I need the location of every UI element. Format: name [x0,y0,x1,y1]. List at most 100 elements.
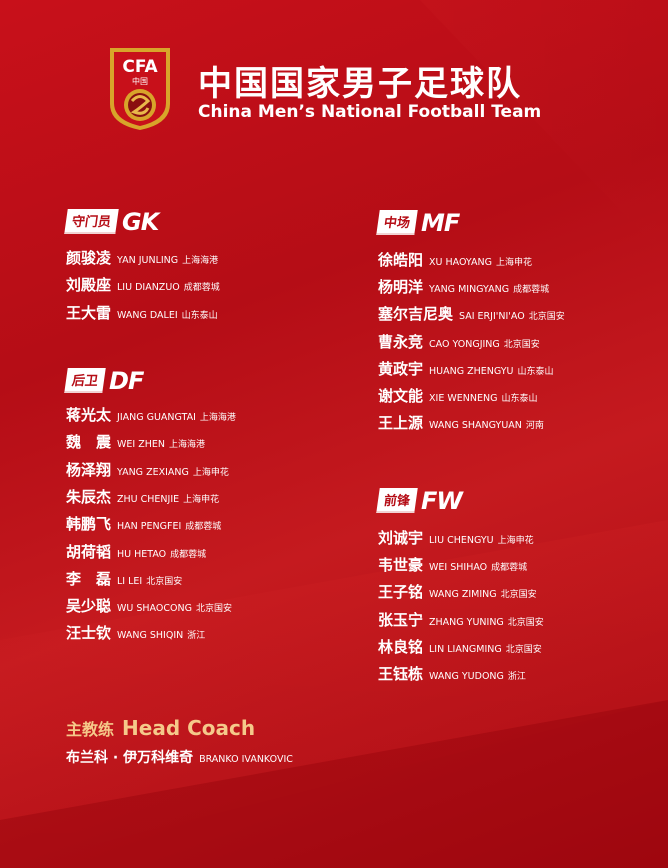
section-label-en: DF [109,366,144,395]
player-name-en: HAN PENGFEI [117,521,182,533]
svg-text:中国: 中国 [132,76,148,86]
player-row: 林良铭 LIN LIANGMING 北京国安 [378,636,542,657]
player-row: 刘殿座 LIU DIANZUO 成都蓉城 [66,274,220,295]
player-name-cn: 李 磊 [66,569,112,588]
player-club: 北京国安 [195,604,232,615]
player-name-cn: 魏 震 [66,433,112,452]
player-row: 杨明洋 YANG MINGYANG 成都蓉城 [378,276,549,297]
player-name-cn: 王大雷 [66,303,112,322]
coach-name-en: BRANKO IVANKOVIC [199,754,293,765]
player-club: 山东泰山 [501,394,538,404]
section-badge-df: 后卫 DF [64,366,144,395]
player-name-en: YAN JUNLING [117,255,179,266]
player-name-cn: 刘殿座 [66,276,112,295]
player-name-cn: 汪士钦 [66,624,112,643]
player-club: 上海申花 [497,536,534,546]
player-row: 王子铭 WANG ZIMING 北京国安 [378,581,537,602]
player-club: 上海申花 [495,258,532,268]
player-club: 上海海港 [169,440,206,451]
player-club: 上海申花 [183,494,220,505]
player-name-cn: 林良铭 [378,637,424,656]
section-label-en: MF [421,208,460,237]
player-row: 刘诚宇 LIU CHENGYU 上海申花 [378,527,534,548]
player-row: 王钰栋 WANG YUDONG 浙江 [378,663,526,684]
coach-name-cn: 布兰科 · 伊万科维奇 [66,750,194,766]
player-name-en: HU HETAO [117,548,167,560]
section-badge-mf: 中场 MF [376,208,460,237]
player-name-en: LI LEI [117,575,143,587]
player-name-en: CAO YONGJING [429,338,500,350]
player-row: 胡荷韬 HU HETAO 成都蓉城 [66,541,206,562]
player-row: 韦世豪 WEI SHIHAO 成都蓉城 [378,554,527,575]
player-name-cn: 王上源 [378,414,424,433]
player-row: 李 磊 LI LEI 北京国安 [66,568,182,589]
player-club: 山东泰山 [517,366,554,377]
player-club: 成都蓉城 [491,563,528,574]
player-name-cn: 蒋光太 [66,406,112,424]
player-row: 张玉宁 ZHANG YUNING 北京国安 [378,609,544,630]
section-label-cn: 中场 [376,210,418,235]
section-badge-gk: 守门员 GK [64,207,159,236]
player-name-en: LIN LIANGMING [429,643,502,655]
player-row: 王大雷 WANG DALEI 山东泰山 [66,302,218,323]
player-name-en: WANG ZIMING [429,589,497,601]
player-name-en: HUANG ZHENGYU [429,365,514,377]
player-name-en: LIU CHENGYU [429,535,494,546]
player-name-cn: 朱辰杰 [66,487,112,506]
cfa-logo-icon: CFA 中国 [110,48,170,130]
player-row: 曹永竞 CAO YONGJING 北京国安 [378,331,540,352]
player-name-en: XU HAOYANG [429,257,492,268]
title-english: China Men’s National Football Team [198,102,542,122]
section-label-en: GK [122,207,159,236]
player-name-en: WEI ZHEN [117,439,165,451]
player-row: 徐皓阳 XU HAOYANG 上海申花 [378,249,532,270]
svg-text:CFA: CFA [122,57,158,77]
section-label-cn: 前锋 [376,488,418,513]
player-club: 成都蓉城 [183,283,220,294]
player-club: 浙江 [507,672,526,682]
player-club: 上海海港 [199,413,236,423]
section-label-en: FW [421,486,463,515]
player-name-en: WANG DALEI [117,309,178,321]
player-name-cn: 徐皓阳 [378,251,424,269]
player-name-en: JIANG GUANGTAI [117,412,196,423]
player-row: 朱辰杰 ZHU CHENJIE 上海申花 [66,486,219,507]
player-club: 成都蓉城 [185,522,222,533]
section-label-cn: 后卫 [64,368,106,393]
player-club: 成都蓉城 [513,285,550,296]
player-name-en: WANG YUDONG [429,671,504,682]
player-club: 北京国安 [505,644,542,655]
coach-title-cn: 主教练 [66,720,115,739]
section-badge-fw: 前锋 FW [376,486,463,515]
player-name-cn: 张玉宁 [378,610,424,629]
player-club: 上海申花 [192,467,229,478]
player-name-en: WANG SHANGYUAN [429,420,522,432]
player-name-cn: 韦世豪 [378,556,424,575]
player-row: 塞尔吉尼奥 SAI ERJI'NI'AO 北京国安 [378,303,565,324]
player-name-en: YANG MINGYANG [429,284,510,296]
coach-title-en: Head Coach [122,716,256,740]
player-row: 吴少聪 WU SHAOCONG 北京国安 [66,595,232,616]
player-name-cn: 曹永竞 [378,332,424,351]
player-row: 杨泽翔 YANG ZEXIANG 上海申花 [66,459,229,480]
player-name-cn: 王子铭 [378,583,424,602]
section-label-cn: 守门员 [64,209,119,234]
player-name-cn: 韩鹏飞 [66,515,112,534]
player-row: 王上源 WANG SHANGYUAN 河南 [378,412,544,433]
player-club: 北京国安 [146,576,183,587]
player-row: 韩鹏飞 HAN PENGFEI 成都蓉城 [66,513,221,534]
player-row: 黄政宇 HUANG ZHENGYU 山东泰山 [378,358,554,379]
player-club: 河南 [525,421,544,432]
player-club: 北京国安 [503,339,540,350]
player-club: 北京国安 [500,590,537,601]
player-club: 成都蓉城 [170,549,207,560]
player-name-cn: 谢文能 [378,387,424,405]
player-name-en: LIU DIANZUO [117,282,180,294]
player-name-cn: 胡荷韬 [66,542,112,561]
player-name-cn: 颜骏凌 [66,249,112,267]
player-name-cn: 杨泽翔 [66,460,112,479]
player-name-en: WU SHAOCONG [117,603,192,615]
player-row: 蒋光太 JIANG GUANGTAI 上海海港 [66,404,236,425]
player-row: 颜骏凌 YAN JUNLING 上海海港 [66,247,218,268]
